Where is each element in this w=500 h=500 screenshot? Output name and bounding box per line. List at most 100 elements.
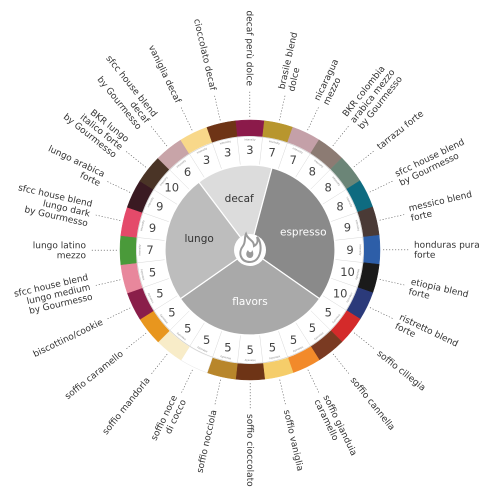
leader-line (180, 369, 193, 395)
intensity-caption: intensity (175, 158, 187, 168)
product-color-segment (362, 235, 381, 265)
intensity-value: 9 (344, 221, 351, 235)
intensity-divider (136, 259, 165, 264)
intensity-value: 5 (184, 321, 191, 335)
intensity-caption: intensity (269, 139, 281, 145)
intensity-value: 3 (203, 153, 210, 167)
intensity-divider (212, 331, 222, 358)
product-label-line: soffio caramello (63, 349, 126, 402)
product-label-line: soffio ciliegia (375, 349, 427, 394)
product-label: soffio ciliegia (375, 349, 427, 394)
intensity-caption: intensity (139, 268, 146, 280)
product-label: sfcc house blendlungo darkby Gourmesso (13, 183, 94, 229)
intensity-caption: intensity (313, 158, 325, 168)
category-wedge-decaf (198, 164, 273, 252)
intensity-divider (142, 212, 169, 222)
intensity-caption: intensity (345, 196, 354, 208)
intensity-divider (310, 310, 331, 331)
intensity-caption: intensity (146, 196, 155, 208)
intensity-value: 8 (336, 199, 343, 213)
intensity-value: 10 (340, 265, 355, 279)
intensity-caption: intensity (219, 354, 231, 360)
intensity-value: 5 (149, 265, 156, 279)
product-label: ristretto blendforte (393, 313, 459, 359)
product-label: messico blendforte (408, 190, 476, 224)
intensity-value: 10 (164, 181, 179, 195)
leader-line (369, 307, 395, 320)
leader-line (379, 279, 407, 286)
intensity-value: 3 (246, 143, 253, 157)
intensity-divider (335, 259, 364, 263)
intensity-divider (259, 335, 264, 364)
intensity-caption: intensity (354, 219, 361, 231)
intensity-value: 5 (325, 305, 332, 319)
product-label: soffio cannella (348, 376, 397, 433)
product-label: lungo latino mezzo (33, 241, 87, 261)
intensity-caption: intensity (331, 175, 341, 187)
intensity-caption: intensity (244, 137, 256, 141)
category-label-decaf: decaf (225, 193, 254, 205)
intensity-caption: intensity (158, 175, 168, 187)
product-label: lungo arabicaforte (42, 144, 106, 189)
product-label-line: soffio cannella (348, 376, 397, 433)
intensity-caption: intensity (158, 313, 168, 325)
intensity-divider (153, 295, 178, 311)
product-label: soffio gianduiacaramello (311, 394, 358, 462)
product-color-segment (235, 119, 265, 138)
intensity-value: 5 (168, 305, 175, 319)
intensity-caption: intensity (196, 345, 208, 354)
leader-line (332, 124, 350, 147)
intensity-value: 5 (309, 321, 316, 335)
product-label: vaniglia decaf (146, 44, 183, 106)
leader-line (353, 332, 376, 350)
intensity-divider (322, 189, 347, 205)
intensity-caption: intensity (345, 292, 354, 304)
product-label-line: soffio vaniglia (281, 409, 305, 472)
intensity-divider (259, 136, 263, 165)
intensity-divider (295, 322, 311, 347)
leader-line (332, 353, 351, 376)
leader-line (307, 105, 320, 131)
leader-line (353, 149, 376, 168)
leader-line (150, 353, 168, 376)
intensity-divider (295, 153, 311, 178)
product-label-line: messico blend (408, 190, 473, 214)
product-label-line: soffio nocciola (196, 409, 220, 474)
product-label: tarrazu forte (376, 109, 427, 152)
product-label-line: mezzo (57, 251, 87, 261)
intensity-value: 5 (269, 340, 276, 354)
category-label-lungo: lungo (184, 233, 213, 245)
leader-line (369, 180, 395, 193)
product-color-segment (119, 235, 138, 265)
intensity-divider (310, 169, 331, 190)
product-label-line: cioccolato decaf (191, 18, 217, 92)
leader-line (105, 180, 131, 193)
intensity-value: 7 (290, 153, 297, 167)
product-label: soffio nocciola (196, 409, 220, 474)
intensity-divider (189, 153, 205, 178)
intensity-divider (142, 278, 169, 289)
intensity-divider (136, 237, 165, 241)
product-label: cioccolato decaf (191, 18, 217, 92)
category-wedge-espresso (249, 167, 336, 300)
leader-line (279, 379, 287, 407)
intensity-value: 8 (309, 165, 316, 179)
leader-line (105, 307, 131, 320)
product-label: biscottino/cookie (32, 318, 106, 360)
leader-line (124, 150, 147, 168)
intensity-value: 7 (268, 145, 275, 159)
intensity-caption: intensity (292, 345, 304, 354)
product-label-line: tarrazu forte (376, 109, 427, 152)
intensity-caption: intensity (139, 219, 145, 231)
intensity-value: 9 (156, 200, 163, 214)
intensity-value: 3 (224, 146, 231, 160)
leader-line (93, 279, 121, 287)
product-label: brasile blenddolce (278, 31, 310, 92)
product-label: etiopia blendforte (407, 278, 469, 311)
product-label-line: forte (410, 209, 434, 224)
product-label-line: soffio mandorla (101, 376, 153, 437)
intensity-caption: intensity (331, 313, 341, 325)
product-label-line: soffio cioccolato (244, 414, 254, 487)
intensity-caption: intensity (137, 244, 141, 256)
product-label: soffio vaniglia (281, 409, 305, 472)
